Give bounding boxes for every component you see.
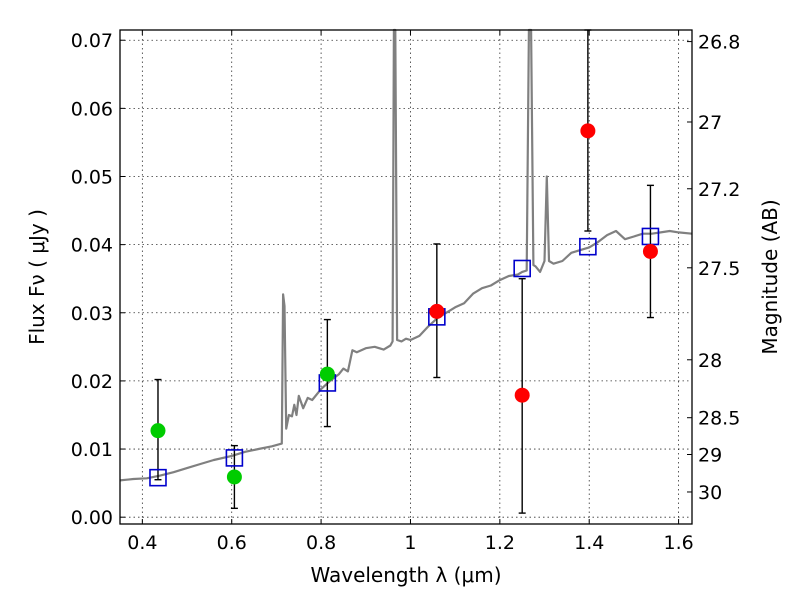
observed-flux-point bbox=[642, 243, 658, 259]
observed-flux-point bbox=[319, 366, 335, 382]
x-tick-label: 1 bbox=[404, 532, 416, 554]
observed-flux-point bbox=[429, 303, 445, 319]
right-tick-label: 30 bbox=[698, 482, 722, 504]
model-flux-square bbox=[225, 449, 244, 467]
x-tick-label: 1.2 bbox=[485, 532, 515, 554]
observed-flux-point bbox=[226, 469, 242, 485]
x-tick-label: 0.4 bbox=[127, 532, 157, 554]
y-tick-label: 0.05 bbox=[71, 166, 113, 188]
data-markers bbox=[149, 123, 660, 487]
x-tick-labels: 0.4 0.6 0.8 1 1.2 1.4 1.6 bbox=[127, 532, 693, 554]
y-tick-label: 0.07 bbox=[71, 30, 113, 52]
y-tick-labels: 0.00 0.01 0.02 0.03 0.04 0.05 0.06 0.07 bbox=[71, 30, 113, 529]
template-spectrum bbox=[119, 28, 693, 482]
x-tick-label: 1.6 bbox=[663, 532, 693, 554]
y-tick-label: 0.03 bbox=[71, 303, 113, 325]
right-axis-label: Magnitude (AB) bbox=[758, 199, 782, 354]
grid-lines bbox=[120, 30, 692, 524]
right-tick-label: 27.5 bbox=[698, 258, 740, 280]
plot-frame bbox=[119, 29, 693, 525]
observed-flux-point bbox=[514, 387, 530, 403]
x-tick-label: 0.6 bbox=[217, 532, 247, 554]
y-tick-label: 0.06 bbox=[71, 98, 113, 120]
right-tick-label: 26.8 bbox=[698, 32, 740, 54]
y-tick-label: 0.00 bbox=[71, 507, 113, 529]
y-tick-label: 0.02 bbox=[71, 371, 113, 393]
x-tick-label: 0.8 bbox=[306, 532, 336, 554]
template-spectrum-line bbox=[119, 28, 693, 482]
observed-flux-point bbox=[150, 423, 166, 439]
model-flux-square bbox=[149, 468, 167, 487]
model-flux-square bbox=[513, 259, 531, 278]
x-tick-label: 1.4 bbox=[574, 532, 604, 554]
observed-flux-point bbox=[580, 123, 596, 139]
error-bars bbox=[154, 29, 654, 514]
x-axis-label: Wavelength λ (μm) bbox=[310, 563, 501, 587]
y-axis-label: Flux Fν ( μJy ) bbox=[25, 209, 49, 345]
right-tick-label: 28 bbox=[698, 350, 722, 372]
right-tick-label: 27.2 bbox=[698, 179, 740, 201]
y-tick-label: 0.01 bbox=[71, 439, 113, 461]
right-tick-label: 28.5 bbox=[698, 408, 740, 430]
right-tick-label: 29 bbox=[698, 444, 722, 466]
axis-ticks bbox=[120, 30, 692, 524]
y-tick-label: 0.04 bbox=[71, 235, 113, 257]
right-tick-labels: 26.8 27 27.2 27.5 28 28.5 29 30 bbox=[698, 32, 740, 504]
model-flux-square bbox=[579, 237, 597, 256]
right-tick-label: 27 bbox=[698, 112, 722, 134]
